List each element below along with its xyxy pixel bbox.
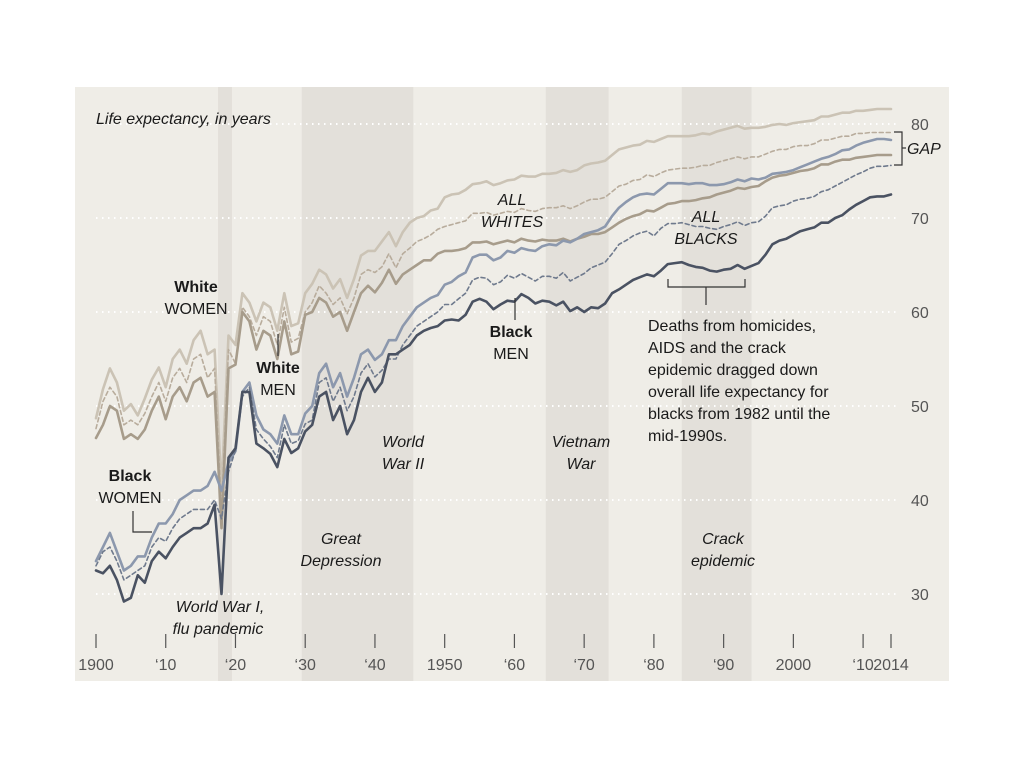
x-axis: 1900 ‘10 ‘20 ‘30 ‘40 1950 ‘60 ‘70 ‘80 ‘90 2000 ‘10 2… (78, 634, 909, 674)
label-all-whites-1: ALL (497, 192, 526, 209)
label-black-men-2: MEN (493, 346, 529, 363)
ww1-label-1: World War I, (176, 599, 265, 616)
xtick-label-1980: ‘80 (643, 657, 664, 674)
series-lines (94, 107, 893, 603)
chart-title: Life expectancy, in years (96, 111, 271, 128)
note-line-4: overall life expectancy for (648, 384, 829, 401)
label-black-men-1: Black (490, 324, 533, 341)
label-white-men-1: White (256, 360, 300, 377)
label-all-blacks-1: ALL (691, 209, 720, 226)
note-line-3: epidemic dragged down (648, 362, 818, 379)
depression-label-2: Depression (301, 553, 382, 570)
y-axis: 30 40 50 60 70 80 (911, 117, 929, 604)
ytick-label-50: 50 (911, 399, 929, 416)
label-all-blacks-2: BLACKS (674, 231, 737, 248)
gap-label: GAP (907, 141, 941, 158)
shade-period-4 (545, 87, 609, 681)
depression-label-1: Great (321, 531, 362, 548)
series-all-whites (95, 131, 892, 511)
series-white-women (94, 107, 893, 492)
black-women-leader (132, 511, 152, 533)
xtick-label-2010: ‘10 (852, 657, 873, 674)
xtick-label-2014: 2014 (873, 657, 909, 674)
crack-label-2: epidemic (691, 553, 755, 570)
note-line-1: Deaths from homicides, (648, 318, 816, 335)
xtick-label-2000: 2000 (776, 657, 812, 674)
xtick-label-1940: ‘40 (364, 657, 385, 674)
vietnam-label-2: War (566, 456, 596, 473)
ytick-label-30: 30 (911, 587, 929, 604)
xtick-label-1960: ‘60 (504, 657, 525, 674)
shade-period-3 (385, 87, 414, 681)
series-white-men (94, 153, 893, 530)
crack-label-1: Crack (702, 531, 745, 548)
ytick-label-60: 60 (911, 305, 929, 322)
series-black-men (94, 193, 893, 603)
note-line-2: AIDS and the crack (648, 340, 787, 357)
label-all-whites-2: WHITES (481, 214, 544, 231)
label-white-women-1: White (174, 279, 218, 296)
ytick-label-40: 40 (911, 493, 929, 510)
xtick-label-1950: 1950 (427, 657, 463, 674)
label-white-women-2: WOMEN (164, 301, 227, 318)
label-white-men-2: MEN (260, 382, 296, 399)
xtick-label-1930: ‘30 (295, 657, 316, 674)
ytick-label-80: 80 (911, 117, 929, 134)
xtick-label-1920: ‘20 (225, 657, 246, 674)
label-black-women-2: WOMEN (98, 490, 161, 507)
xtick-label-1970: ‘70 (573, 657, 594, 674)
ww2-label-1: World (382, 434, 425, 451)
note-line-5: blacks from 1982 until the (648, 406, 830, 423)
xtick-label-1910: ‘10 (155, 657, 176, 674)
label-black-women-1: Black (109, 468, 152, 485)
ytick-label-70: 70 (911, 211, 929, 228)
vietnam-label-1: Vietnam (552, 434, 610, 451)
ww2-label-2: War II (382, 456, 425, 473)
xtick-label-1990: ‘90 (713, 657, 734, 674)
gridlines (96, 123, 900, 595)
xtick-label-1900: 1900 (78, 657, 114, 674)
ww1-label-2: flu pandemic (173, 621, 264, 638)
note-line-6: mid-1990s. (648, 428, 727, 445)
